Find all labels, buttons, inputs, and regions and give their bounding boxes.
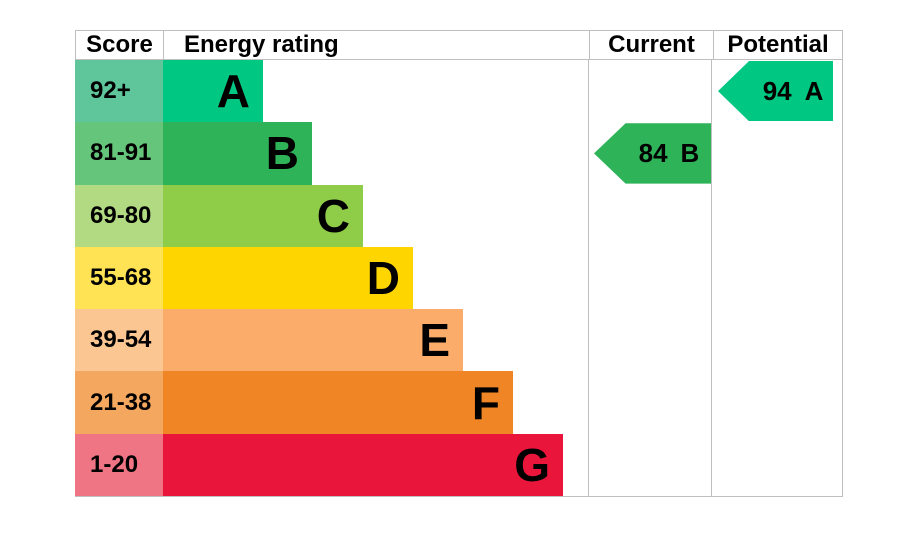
rating-table: Score Energy rating Current Potential 92… <box>75 30 843 497</box>
energy-band-bar-d: D <box>163 246 413 310</box>
potential-score-value: 94 <box>762 76 792 107</box>
potential-slot-c <box>712 185 842 247</box>
potential-column: 94 A <box>712 60 843 496</box>
band-row-f: F <box>163 371 588 434</box>
energy-band-bar-g: G <box>163 433 563 496</box>
current-column: 84 B <box>588 60 712 496</box>
current-slot-c <box>589 185 711 247</box>
energy-band-bar-c: C <box>163 184 363 247</box>
band-letter-a: A <box>216 65 250 118</box>
band-row-a: A <box>163 60 588 123</box>
current-slot-g <box>589 434 711 496</box>
energy-band-bar-e: E <box>163 309 463 372</box>
band-letter-c: C <box>316 189 350 242</box>
band-letter-b: B <box>265 127 299 180</box>
potential-slot-g <box>712 434 842 496</box>
band-letter-f: F <box>471 376 500 429</box>
current-rating-arrow: 84 B <box>594 123 711 184</box>
current-slot-b: 84 B <box>589 122 711 184</box>
band-letter-d: D <box>366 251 400 304</box>
current-score-value: 84 <box>638 138 668 169</box>
header-energy-rating: Energy rating <box>184 31 339 58</box>
potential-rating-arrow: 94 A <box>718 61 833 122</box>
energy-band-bar-b: B <box>163 122 312 185</box>
potential-slot-a: 94 A <box>712 60 842 122</box>
current-slot-e <box>589 309 711 371</box>
band-letter-e: E <box>419 314 450 367</box>
band-row-c: C <box>163 184 588 247</box>
header-score: Score <box>76 31 164 59</box>
band-row-e: E <box>163 309 588 372</box>
potential-slot-b <box>712 122 842 184</box>
score-range-f: 21-38 <box>75 371 163 434</box>
band-row-g: G <box>163 433 588 496</box>
potential-slot-d <box>712 247 842 309</box>
header-potential: Potential <box>713 31 842 59</box>
score-range-a: 92+ <box>75 60 163 123</box>
band-row-d: D <box>163 246 588 310</box>
header-current: Current <box>589 31 713 59</box>
current-slot-d <box>589 247 711 309</box>
score-range-e: 39-54 <box>75 309 163 372</box>
current-rating-letter: B <box>680 138 700 169</box>
energy-band-bar-f: F <box>163 371 513 434</box>
table-header-row: Score Energy rating Current Potential <box>75 30 843 60</box>
current-slot-f <box>589 371 711 433</box>
score-range-c: 69-80 <box>75 184 163 247</box>
band-row-b: B <box>163 122 588 185</box>
score-column: 92+ 81-91 69-80 55-68 39-54 21-38 1-20 <box>75 60 163 496</box>
energy-band-bar-a: A <box>163 60 263 123</box>
potential-rating-letter: A <box>804 76 824 107</box>
score-range-g: 1-20 <box>75 433 163 496</box>
score-range-d: 55-68 <box>75 246 163 310</box>
current-slot-a <box>589 60 711 122</box>
band-letter-g: G <box>514 438 550 491</box>
score-range-b: 81-91 <box>75 122 163 185</box>
potential-slot-f <box>712 371 842 433</box>
potential-slot-e <box>712 309 842 371</box>
